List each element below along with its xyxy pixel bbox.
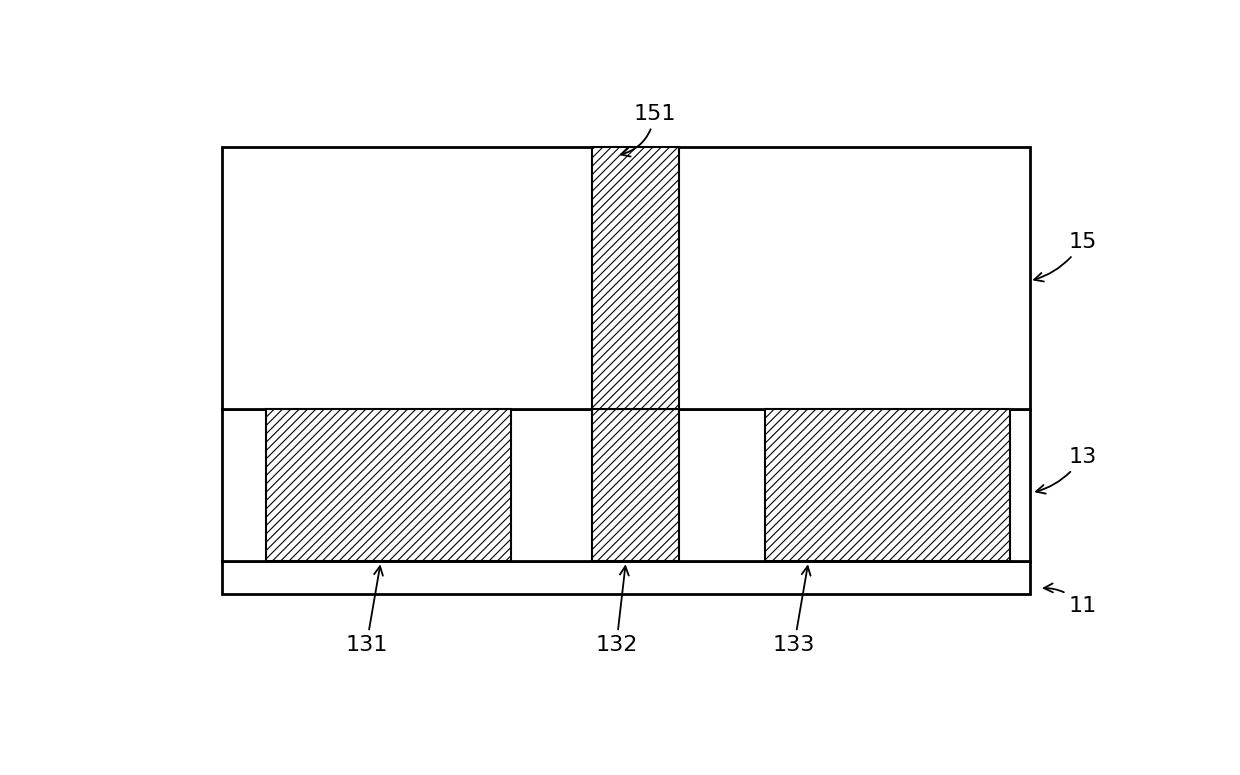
Text: 151: 151 xyxy=(621,104,676,157)
Bar xyxy=(265,409,511,561)
Bar xyxy=(222,146,1029,409)
Text: 11: 11 xyxy=(1044,584,1096,616)
Text: 15: 15 xyxy=(1034,232,1096,281)
Bar xyxy=(765,409,1011,561)
Text: 133: 133 xyxy=(773,567,815,655)
Bar xyxy=(593,409,678,561)
Bar xyxy=(593,146,678,409)
Bar xyxy=(222,561,1029,594)
Text: 131: 131 xyxy=(345,567,388,655)
Bar xyxy=(222,409,1029,561)
Text: 132: 132 xyxy=(595,567,637,655)
Text: 13: 13 xyxy=(1037,447,1096,494)
